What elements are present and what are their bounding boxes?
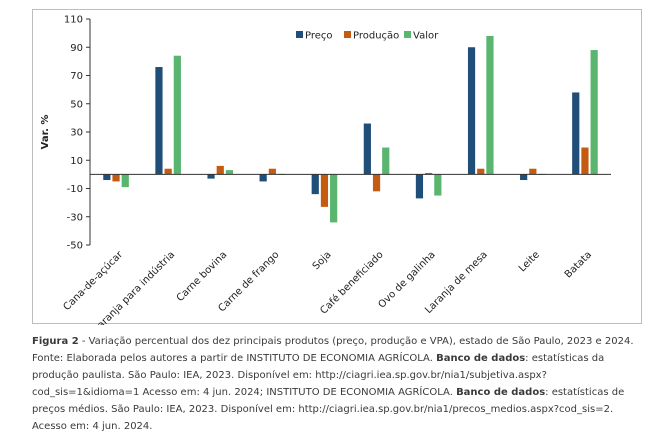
- bar: [434, 174, 442, 196]
- bar: [363, 123, 371, 175]
- category-label: Soja: [311, 249, 334, 272]
- category-label: Carne bovina: [175, 249, 230, 304]
- y-tick-label: -10: [67, 184, 83, 195]
- source-text-1: Fonte: Elaborada pelos autores a partir …: [32, 353, 247, 364]
- y-tick-label: 70: [70, 71, 83, 82]
- source-org-1: INSTITUTO DE ECONOMIA AGRÍCOLA.: [246, 353, 433, 364]
- figure-label: Figura 2: [32, 336, 79, 347]
- y-axis-ticks: 110 90 70 50 30 10 -10 -30 -50: [64, 15, 90, 252]
- y-tick-label: -30: [67, 212, 83, 223]
- source-note: Fonte: Elaborada pelos autores a partir …: [32, 350, 644, 435]
- bar: [259, 174, 267, 182]
- figure-text: - Variação percentual dos dez principais…: [78, 336, 634, 347]
- bar: [207, 174, 215, 179]
- category-label: Leite: [517, 249, 542, 274]
- category-label: Laranja para indústria: [91, 249, 177, 325]
- source-db-2: Banco de dados: [456, 387, 546, 398]
- y-tick-label: 90: [70, 43, 83, 54]
- legend-label: Valor: [413, 31, 439, 42]
- bar: [320, 174, 329, 207]
- legend: Preço Produção Valor: [296, 31, 439, 42]
- bar: [311, 174, 319, 195]
- bar: [121, 174, 129, 188]
- bar: [572, 92, 580, 175]
- bar: [581, 147, 589, 175]
- figure-caption: Figura 2 - Variação percentual dos dez p…: [32, 333, 644, 435]
- legend-label: Preço: [305, 31, 333, 42]
- category-label: Batata: [563, 249, 594, 280]
- legend-label: Produção: [353, 31, 399, 42]
- y-tick-label: 110: [64, 15, 83, 26]
- source-db-1: Banco de dados: [436, 353, 526, 364]
- bar: [590, 50, 598, 175]
- bar: [216, 165, 224, 175]
- bar: [425, 172, 433, 175]
- bar: [330, 174, 338, 223]
- source-text-2: : estatísticas da produção paulista. São…: [32, 353, 605, 398]
- axes: [89, 19, 611, 245]
- bar: [103, 174, 111, 181]
- bar: [382, 147, 390, 175]
- bar: [225, 170, 234, 175]
- bar: [155, 67, 163, 175]
- y-axis-title: Var. %: [40, 115, 51, 150]
- caption-title: Figura 2 - Variação percentual dos dez p…: [32, 333, 644, 350]
- legend-swatch: [404, 31, 411, 38]
- category-label: Ovo de galinha: [377, 249, 438, 310]
- bar: [268, 168, 276, 175]
- bar: [467, 47, 476, 175]
- bar: [164, 168, 172, 175]
- legend-swatch: [296, 31, 303, 38]
- bars: [103, 35, 598, 223]
- bar-chart: 110 90 70 50 30 10 -10 -30 -50 Cana-de-açúcarLar…: [40, 15, 611, 325]
- y-tick-label: 50: [70, 99, 83, 110]
- y-tick-label: -50: [67, 241, 83, 252]
- legend-swatch: [344, 31, 351, 38]
- bar: [477, 168, 485, 175]
- bar: [520, 174, 528, 181]
- bar: [486, 35, 494, 175]
- figure-frame: 110 90 70 50 30 10 -10 -30 -50 Cana-de-açúcar Lar…: [32, 9, 642, 325]
- bar: [415, 174, 424, 199]
- bar: [173, 55, 181, 175]
- y-tick-label: 10: [70, 156, 83, 167]
- bar: [112, 174, 120, 182]
- y-tick-label: 30: [70, 128, 83, 139]
- bar: [529, 168, 537, 175]
- bar: [372, 174, 381, 192]
